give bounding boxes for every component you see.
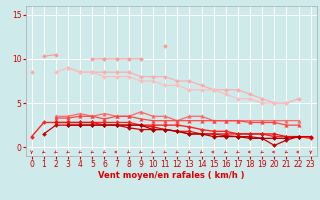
X-axis label: Vent moyen/en rafales ( km/h ): Vent moyen/en rafales ( km/h ) [98, 171, 244, 180]
